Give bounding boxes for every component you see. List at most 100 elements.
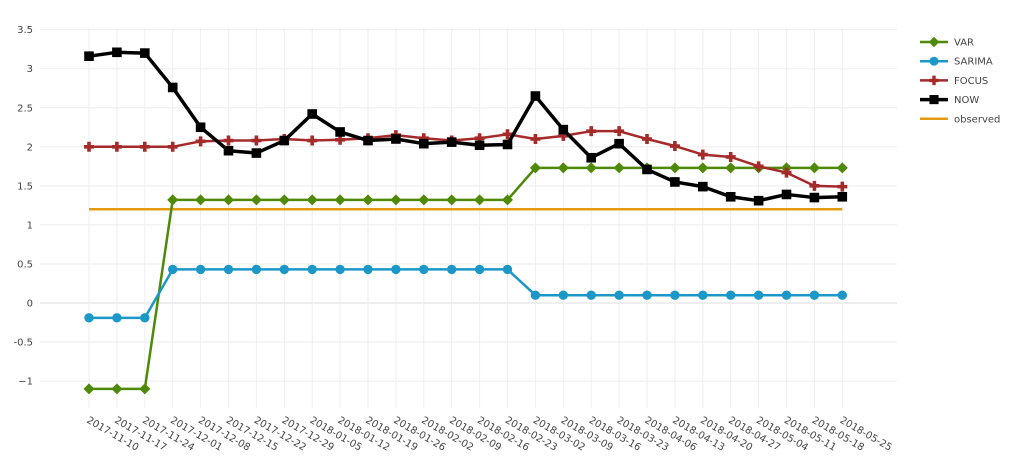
legend-item-now[interactable]: NOW	[920, 95, 979, 106]
data-point	[928, 36, 940, 48]
legend-item-sarima[interactable]: SARIMA	[920, 57, 993, 68]
data-point	[419, 264, 429, 275]
data-point	[167, 82, 178, 93]
data-point	[809, 192, 820, 203]
data-point	[808, 162, 820, 174]
y-tick-label: 1	[27, 220, 33, 231]
data-point	[837, 290, 847, 300]
data-point	[836, 162, 848, 174]
y-tick-label: 2.5	[17, 103, 33, 114]
data-point	[251, 148, 262, 158]
legend-label: SARIMA	[954, 57, 993, 68]
data-point	[753, 195, 764, 206]
data-point	[278, 194, 290, 206]
data-point	[698, 181, 708, 192]
data-point	[697, 162, 709, 174]
data-point	[474, 133, 485, 144]
data-point	[419, 138, 429, 149]
data-point	[642, 164, 652, 175]
data-point	[502, 129, 513, 140]
data-point	[167, 141, 178, 152]
data-point	[614, 138, 624, 149]
data-point	[335, 264, 345, 275]
y-tick-label: −1	[18, 377, 33, 388]
data-point	[195, 264, 206, 275]
y-tick-label: 1.5	[17, 181, 33, 192]
data-point	[168, 264, 178, 275]
y-tick-label: 2	[27, 142, 33, 153]
series-now	[84, 47, 848, 206]
data-point	[84, 313, 94, 323]
data-point	[223, 264, 234, 275]
data-point	[697, 149, 708, 160]
data-point	[306, 194, 318, 206]
data-point	[642, 133, 652, 144]
legend-item-focus[interactable]: FOCUS	[920, 75, 988, 87]
data-point	[112, 47, 122, 58]
data-point	[725, 191, 736, 202]
data-point	[111, 141, 122, 152]
y-tick-label: -0.5	[13, 338, 33, 349]
data-point	[929, 75, 939, 86]
data-point	[167, 194, 179, 206]
data-point	[558, 124, 569, 135]
data-point	[586, 126, 597, 137]
data-point	[669, 162, 681, 174]
data-point	[307, 109, 317, 119]
data-point	[195, 194, 207, 206]
data-point	[474, 194, 486, 206]
series-line	[89, 268, 843, 320]
data-point	[279, 135, 290, 146]
data-point	[809, 290, 820, 300]
data-point	[446, 137, 457, 147]
x-axis-ticks: 2017-11-102017-11-172017-11-242017-12-01…	[85, 415, 894, 454]
series-line	[88, 50, 843, 203]
series-group	[83, 47, 848, 395]
data-point	[474, 264, 485, 275]
data-point	[195, 122, 206, 133]
data-point	[279, 264, 289, 275]
data-point	[250, 194, 262, 206]
data-point	[929, 56, 939, 66]
data-point	[753, 161, 764, 172]
data-point	[837, 191, 848, 202]
data-point	[335, 134, 346, 145]
data-point	[111, 383, 123, 395]
data-point	[781, 167, 792, 178]
data-point	[669, 141, 680, 152]
data-point	[140, 48, 150, 58]
data-point	[334, 194, 346, 206]
data-point	[613, 162, 625, 174]
data-point	[809, 180, 820, 191]
data-point	[391, 264, 401, 275]
data-point	[698, 290, 708, 300]
data-point	[781, 189, 792, 200]
data-point	[140, 313, 150, 323]
data-point	[781, 290, 792, 300]
legend-item-var[interactable]: VAR	[920, 36, 974, 49]
data-point	[307, 264, 317, 275]
legend[interactable]: VAR SARIMA FOCUS NOW observed	[920, 36, 1000, 126]
data-point	[753, 290, 764, 300]
data-point	[529, 162, 541, 174]
y-tick-label: 0	[27, 299, 33, 310]
legend-item-observed[interactable]: observed	[920, 114, 1000, 125]
series-var	[83, 162, 848, 395]
data-point	[362, 194, 374, 206]
data-point	[251, 135, 262, 146]
data-point	[307, 135, 318, 146]
data-point	[929, 95, 939, 105]
data-point	[502, 264, 513, 275]
y-tick-label: 3	[27, 64, 33, 75]
data-point	[725, 162, 737, 174]
data-point	[139, 383, 151, 395]
data-point	[139, 141, 150, 152]
data-point	[223, 194, 234, 206]
data-point	[84, 51, 94, 62]
data-point	[586, 152, 596, 163]
data-point	[585, 162, 597, 174]
data-point	[223, 135, 234, 146]
series-focus	[84, 126, 848, 192]
data-point	[418, 133, 429, 144]
data-point	[725, 151, 736, 162]
